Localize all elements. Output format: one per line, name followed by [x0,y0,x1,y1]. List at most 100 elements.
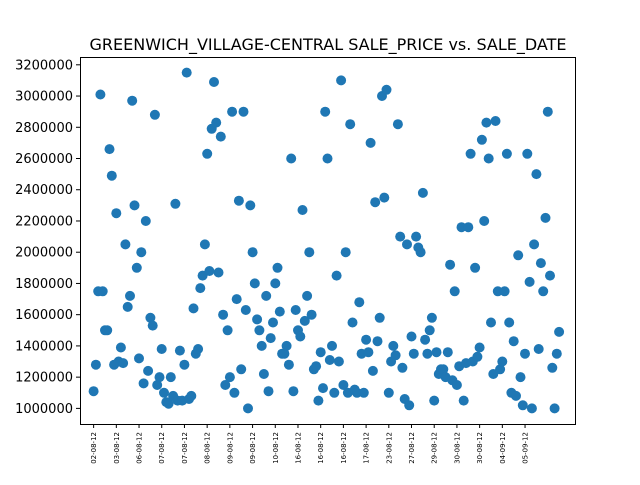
data-point [524,276,535,287]
data-point [154,372,165,383]
data-point [370,197,381,208]
data-point [383,387,394,398]
data-point [324,355,335,365]
data-point [159,387,169,398]
data-point [511,390,521,401]
data-point [338,380,349,390]
data-point [125,290,135,301]
data-point [442,347,453,358]
data-point [322,153,333,164]
data-point [365,137,376,148]
y-tick-label: 2000000 [15,246,73,261]
data-point [547,362,558,373]
data-point [265,333,276,344]
x-tick-label: 17-08-12 [363,432,371,464]
data-point [270,278,281,289]
data-point [417,187,428,198]
x-tick-label: 10-08-12 [272,432,280,464]
data-point [381,84,392,95]
data-point [415,247,426,258]
data-point [472,351,483,362]
data-point [517,400,528,411]
x-tick-label: 02-08-12 [90,432,98,464]
data-point [501,148,512,159]
data-point [227,106,238,117]
data-point [529,239,540,250]
data-point [438,364,449,375]
data-point [115,342,126,353]
data-point [143,365,154,376]
data-point [188,303,199,314]
data-point [451,380,462,390]
data-point [199,239,210,250]
data-point [252,314,263,325]
y-tick-label: 2600000 [15,152,73,167]
x-tick-label: 16-08-12 [317,432,325,464]
x-tick-label: 03-08-12 [113,432,121,464]
data-point [424,325,435,336]
data-point [249,278,260,289]
data-point [186,390,197,401]
data-point [152,380,163,390]
data-point [147,320,158,331]
data-point [397,362,408,373]
y-tick-label: 2800000 [15,121,73,136]
data-point [420,334,431,345]
data-point [495,364,506,375]
data-point [483,153,494,164]
data-point [306,309,317,320]
data-point [374,312,385,323]
data-point [288,386,299,397]
data-point [318,383,328,394]
data-point [327,340,337,351]
x-tick-label: 07-08-12 [181,432,189,464]
data-point [513,250,524,261]
data-point [411,231,422,242]
data-point [367,365,378,376]
data-point [179,359,190,370]
data-point [295,331,306,342]
data-point [134,353,144,364]
data-point [247,247,258,258]
x-tick-label: 27-08-12 [408,432,416,464]
data-point [122,301,133,312]
data-point [426,312,437,323]
data-point [165,372,176,383]
data-point [554,326,565,337]
data-point [263,386,274,397]
data-point [551,348,562,359]
data-point [531,169,542,180]
data-point [481,117,492,128]
y-tick-label: 2400000 [15,183,73,198]
data-point [254,325,265,336]
data-point [88,386,99,397]
data-point [202,148,213,159]
data-point [290,305,301,315]
data-point [145,312,156,323]
data-point [363,347,374,358]
data-point [395,231,406,242]
data-point [136,247,147,258]
data-point [281,340,292,351]
y-tick-label: 3000000 [15,90,73,105]
data-point [486,317,496,328]
data-point [449,286,460,297]
data-point [224,372,235,383]
data-point [106,170,117,181]
data-point [465,148,476,159]
data-point [313,395,324,406]
y-tick-label: 1600000 [15,308,73,323]
y-tick-label: 1200000 [15,371,73,386]
x-tick-label: 23-08-12 [385,432,393,464]
x-tick-label: 16-08-12 [340,432,348,464]
data-point [302,290,313,301]
data-point [193,344,204,354]
data-point [111,208,122,219]
data-point [163,398,174,409]
data-point [372,336,383,347]
data-point [240,305,251,315]
data-point [458,395,469,406]
data-point [347,317,358,328]
data-point [526,403,537,414]
